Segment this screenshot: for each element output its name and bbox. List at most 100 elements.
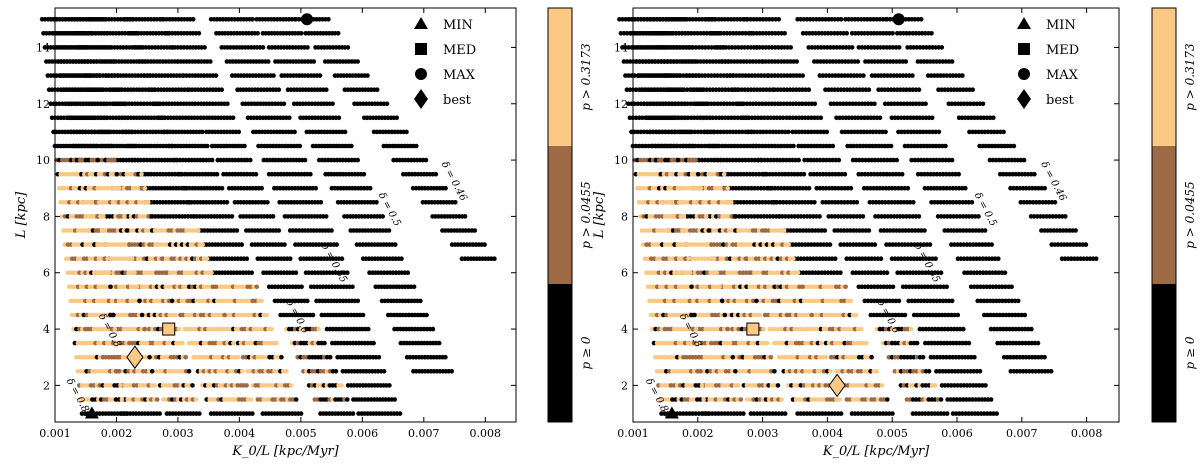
scatter-point [170, 45, 175, 50]
left-panel: δ = 0.46 δ = 0.5 δ = 0.55 δ = 0.6 δ = 0.… [14, 7, 593, 459]
scatter-point [219, 185, 225, 191]
scatter-point [218, 298, 223, 304]
scatter-point [890, 411, 895, 416]
scatter-point [949, 59, 955, 64]
y-tick-label: 14 [36, 41, 50, 54]
scatter-point [866, 87, 872, 92]
scatter-point [101, 101, 107, 107]
scatter-point [848, 298, 854, 304]
left-x-ticks: 0.001 0.002 0.003 0.004 0.005 0.006 0.00… [39, 8, 501, 440]
scatter-point [855, 59, 861, 64]
scatter-point [989, 242, 994, 247]
scatter-point [138, 45, 144, 50]
scatter-point [230, 115, 236, 121]
scatter-point [1048, 369, 1054, 374]
scatter-point [190, 17, 196, 22]
scatter-point [872, 242, 878, 247]
scatter-point [874, 369, 880, 374]
scatter-point [883, 129, 888, 135]
scatter-point [119, 397, 125, 402]
scatter-point [213, 73, 219, 78]
y-tick-label: 8 [43, 210, 50, 223]
scatter-point [927, 242, 933, 247]
colorbar-segment [548, 8, 572, 146]
scatter-point [99, 200, 105, 205]
scatter-point [298, 411, 304, 416]
scatter-point [248, 397, 254, 402]
scatter-point [82, 31, 88, 36]
scatter-point [961, 326, 966, 332]
scatter-point [482, 242, 487, 247]
left-scatter-points [39, 17, 497, 416]
scatter-point [106, 270, 112, 276]
scatter-point [209, 270, 214, 276]
legend-diamond-icon [414, 89, 428, 109]
scatter-point [308, 171, 313, 177]
scatter-point [326, 17, 331, 22]
scatter-point [830, 143, 836, 149]
scatter-point [122, 214, 127, 219]
scatter-point [305, 45, 310, 50]
scatter-point [214, 171, 220, 177]
scatter-point [313, 185, 319, 191]
scatter-point [943, 143, 948, 149]
scatter-point [169, 143, 175, 149]
scatter-point [118, 383, 123, 388]
left-colorbar: p ≥ 0 p > 0.0455 p > 0.3173 [547, 7, 593, 423]
scatter-point [156, 242, 161, 247]
scatter-point [152, 383, 157, 388]
scatter-point [149, 214, 154, 219]
scatter-point [335, 31, 341, 36]
scatter-point [443, 185, 448, 191]
scatter-point [311, 59, 317, 64]
scatter-point [336, 115, 342, 121]
legend-label: MED [443, 43, 476, 58]
scatter-point [361, 171, 367, 177]
scatter-point [115, 73, 120, 78]
scatter-point [386, 228, 392, 233]
scatter-point [365, 73, 370, 78]
scatter-point [250, 17, 255, 22]
scatter-point [848, 185, 854, 191]
scatter-point [472, 228, 478, 233]
scatter-point [274, 340, 279, 346]
scatter-point [920, 354, 926, 360]
scatter-point [849, 45, 855, 50]
scatter-point [200, 129, 205, 135]
scatter-point [165, 31, 171, 36]
scatter-point [387, 383, 392, 388]
scatter-point [118, 87, 124, 92]
scatter-point [350, 411, 356, 416]
scatter-point [264, 312, 269, 318]
scatter-point [147, 73, 153, 78]
scatter-point [91, 115, 96, 121]
scatter-point [878, 256, 884, 262]
scatter-point [112, 59, 117, 64]
scatter-point [360, 312, 366, 318]
scatter-point [399, 256, 404, 262]
scatter-point [109, 298, 115, 304]
scatter-point [112, 157, 117, 163]
scatter-point [376, 354, 382, 360]
scatter-point [345, 270, 350, 276]
scatter-point [99, 87, 104, 92]
scatter-point [994, 411, 999, 416]
scatter-point [159, 256, 165, 262]
scatter-point [249, 270, 254, 276]
scatter-point [936, 129, 942, 135]
scatter-point [166, 284, 171, 290]
scatter-point [394, 115, 400, 121]
scatter-point [355, 59, 361, 64]
scatter-point [963, 185, 968, 191]
scatter-point [380, 214, 386, 219]
scatter-point [298, 31, 304, 36]
scatter-point [287, 115, 292, 121]
scatter-point [197, 411, 202, 416]
scatter-point [384, 101, 390, 107]
scatter-point [143, 59, 148, 64]
scatter-point [1042, 185, 1047, 191]
scatter-point [200, 242, 205, 247]
scatter-point [288, 383, 294, 388]
scatter-point [310, 312, 316, 318]
x-tick-label: 0.005 [285, 427, 317, 440]
